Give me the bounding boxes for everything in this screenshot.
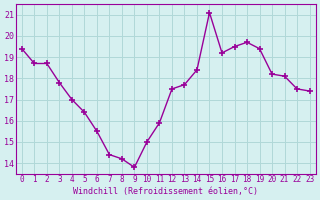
X-axis label: Windchill (Refroidissement éolien,°C): Windchill (Refroidissement éolien,°C): [73, 187, 258, 196]
